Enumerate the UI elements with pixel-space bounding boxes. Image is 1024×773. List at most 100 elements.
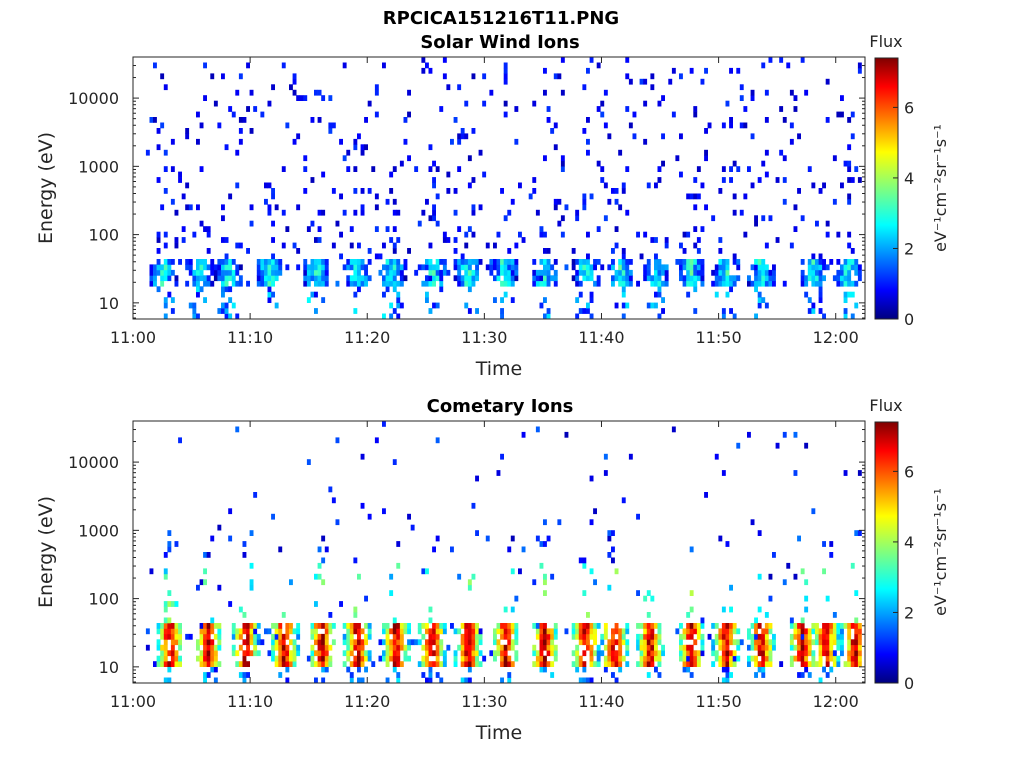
heatmap-cell (421, 568, 426, 575)
heatmap-cell (464, 623, 469, 629)
heatmap-cell (471, 209, 476, 216)
heatmap-cell (410, 524, 415, 531)
heatmap-cell (392, 639, 397, 646)
heatmap-cell (503, 644, 508, 651)
heatmap-cell (757, 291, 762, 298)
heatmap-cell (485, 535, 490, 542)
heatmap-cell (507, 264, 512, 271)
heatmap-cell (711, 650, 716, 657)
heatmap-cell (167, 628, 172, 635)
heatmap-cell (306, 459, 311, 465)
heatmap-cell (825, 220, 830, 227)
heatmap-cell (854, 259, 859, 265)
heatmap-cell (149, 117, 154, 123)
heatmap-cell (711, 280, 716, 287)
heatmap-cell (278, 639, 283, 646)
heatmap-cell (475, 264, 479, 271)
x-tick-label: 11:00 (110, 328, 156, 347)
heatmap-cell (296, 650, 301, 657)
heatmap-cell (560, 89, 565, 96)
heatmap-cell (593, 623, 597, 629)
heatmap-cell (725, 259, 730, 265)
heatmap-cell (857, 269, 862, 276)
heatmap-cell (349, 280, 354, 287)
heatmap-cell (532, 280, 537, 287)
heatmap-cell (603, 644, 608, 651)
heatmap-cell (206, 672, 211, 678)
heatmap-cell (382, 650, 386, 657)
heatmap-cell (840, 623, 844, 629)
heatmap-cell (607, 530, 612, 536)
heatmap-cell (600, 264, 605, 271)
heatmap-cell (382, 508, 386, 515)
heatmap-cell (324, 280, 329, 287)
heatmap-cell (435, 644, 440, 651)
heatmap-cell (238, 264, 243, 271)
heatmap-cell (575, 661, 580, 667)
heatmap-cell (607, 552, 612, 558)
heatmap-cell (289, 579, 293, 586)
heatmap-cell (392, 242, 397, 249)
heatmap-cell (428, 242, 433, 249)
heatmap-cell (199, 650, 204, 657)
heatmap-cell (696, 166, 701, 172)
heatmap-cell (271, 84, 275, 91)
heatmap-cell (414, 166, 419, 172)
heatmap-cell (496, 470, 501, 476)
heatmap-cell (425, 264, 429, 271)
heatmap-cell (686, 612, 691, 618)
heatmap-cell (471, 128, 476, 134)
heatmap-cell (399, 280, 404, 287)
heatmap-cell (374, 193, 379, 200)
heatmap-cell (453, 209, 458, 216)
heatmap-cell (246, 672, 250, 678)
heatmap-cell (611, 639, 615, 646)
heatmap-cell (328, 95, 333, 101)
heatmap-cell (822, 633, 826, 640)
heatmap-cell (267, 100, 272, 107)
heatmap-cell (425, 650, 429, 657)
heatmap-cell (196, 264, 200, 271)
heatmap-cell (729, 655, 733, 662)
heatmap-cell (396, 623, 401, 629)
heatmap-cell (328, 122, 333, 129)
heatmap-cell (546, 117, 551, 123)
heatmap-cell (836, 633, 841, 640)
heatmap-cell (210, 650, 215, 657)
heatmap-cell (425, 62, 429, 69)
heatmap-cell (850, 133, 855, 140)
heatmap-cell (482, 73, 487, 80)
heatmap-cell (721, 606, 726, 613)
heatmap-cell (353, 557, 358, 564)
heatmap-cell (360, 209, 365, 216)
heatmap-cell (729, 122, 733, 129)
heatmap-cell (679, 650, 683, 657)
heatmap-cell (238, 606, 243, 613)
heatmap-cell (847, 264, 852, 271)
heatmap-cell (732, 313, 737, 320)
heatmap-cell (435, 650, 440, 657)
heatmap-cell (242, 672, 247, 678)
heatmap-cell (857, 275, 862, 282)
heatmap-cell (643, 650, 648, 657)
heatmap-cell (625, 302, 630, 309)
heatmap-cell (618, 644, 623, 651)
heatmap-cell (314, 677, 318, 684)
heatmap-cell (353, 209, 358, 216)
heatmap-cell (467, 661, 472, 667)
heatmap-cell (707, 633, 712, 640)
heatmap-cell (596, 623, 601, 629)
heatmap-cell (815, 220, 819, 227)
heatmap-cell (754, 633, 758, 640)
heatmap-cell (188, 633, 193, 640)
heatmap-cell (264, 182, 268, 189)
heatmap-cell (349, 226, 354, 232)
heatmap-cell (493, 275, 497, 282)
heatmap-cell (496, 623, 501, 629)
heatmap-cell (292, 639, 297, 646)
heatmap-cell (160, 73, 165, 80)
heatmap-cell (353, 291, 358, 298)
heatmap-cell (357, 242, 361, 249)
heatmap-cell (442, 73, 447, 80)
heatmap-cell (324, 275, 329, 282)
